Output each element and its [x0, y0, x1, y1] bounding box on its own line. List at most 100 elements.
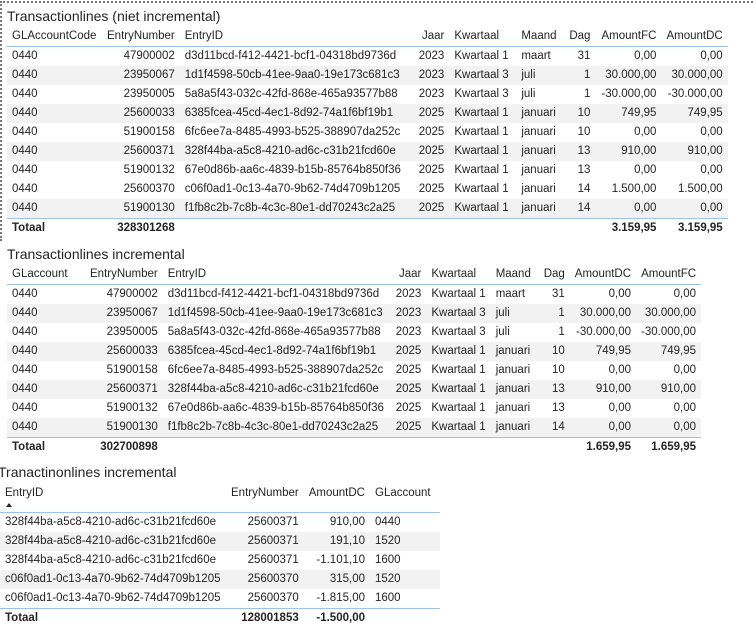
table-cell[interactable]: juli — [521, 88, 536, 100]
table-cell[interactable]: 6385fcea-45cd-4ec1-8d92-74a1f6bf19b1 — [179, 104, 414, 123]
table-cell[interactable]: 5a8a5f43-032c-42fd-868e-465a93577b88 — [167, 326, 381, 338]
table-cell[interactable]: 51900158 — [106, 364, 158, 376]
table-cell[interactable]: 2023 — [395, 288, 422, 300]
table-cell[interactable]: 2025 — [395, 364, 422, 376]
table-cell[interactable]: januari — [495, 402, 531, 414]
table-cell[interactable]: 0,00 — [661, 199, 728, 219]
table-cell[interactable]: 0440 — [7, 342, 85, 361]
table-cell[interactable]: 2023 — [413, 66, 450, 85]
table-cell[interactable]: 51900158 — [123, 126, 175, 138]
table-cell[interactable]: -30.000,00 — [667, 88, 723, 100]
table-cell[interactable]: Kwartaal 1 — [449, 199, 517, 219]
table-cell[interactable]: 1.500,00 — [611, 183, 657, 195]
table-cell[interactable]: 0440 — [12, 364, 38, 376]
table-cell[interactable]: 2023 — [390, 304, 427, 323]
table-cell[interactable]: januari — [521, 126, 556, 138]
table-cell[interactable]: 13 — [577, 164, 591, 176]
table-cell[interactable]: 910,00 — [636, 380, 702, 399]
column-header-kwartaal[interactable]: Kwartaal — [449, 26, 517, 47]
table-cell[interactable]: 1 — [584, 88, 591, 100]
table-cell[interactable]: 1600 — [375, 592, 401, 604]
table-cell[interactable]: Kwartaal 3 — [454, 88, 509, 100]
table-cell[interactable]: januari — [490, 418, 539, 438]
table-cell[interactable]: f1fb8c2b-7c8b-4c3c-80e1-dd70243c2a25 — [162, 418, 391, 438]
table-cell[interactable]: d3d11bcd-f412-4421-bcf1-04318bd9736d — [167, 288, 380, 300]
table-cell[interactable]: c06f0ad1-0c13-4a70-9b62-74d4709b1205 — [5, 592, 221, 604]
table-cell[interactable]: 1600 — [375, 554, 401, 566]
table-cell[interactable]: 315,00 — [303, 570, 370, 589]
table-cell[interactable]: maart — [521, 50, 551, 62]
table-cell[interactable]: 10 — [552, 364, 565, 376]
table-cell[interactable]: 23950067 — [85, 304, 163, 323]
table-cell[interactable]: 25600371 — [247, 516, 299, 528]
table-cell[interactable]: 0440 — [7, 304, 85, 323]
table-cell[interactable]: 1d1f4598-50cb-41ee-9aa0-19e173c681c3 — [179, 66, 414, 85]
table-cell[interactable]: 2023 — [418, 50, 445, 62]
column-header-dag[interactable]: Dag — [538, 264, 570, 285]
table-cell[interactable]: 0440 — [12, 288, 38, 300]
table-cell[interactable]: 10 — [538, 342, 570, 361]
table-cell[interactable]: 749,95 — [636, 342, 702, 361]
table-cell[interactable]: 910,00 — [661, 142, 728, 161]
table-cell[interactable]: 51900132 — [123, 164, 175, 176]
table-cell[interactable]: 328f44ba-a5c8-4210-ad6c-c31b21fcd60e — [0, 532, 226, 551]
table-cell[interactable]: 0,00 — [634, 126, 657, 138]
table-cell[interactable]: 0440 — [7, 104, 102, 123]
table-cell[interactable]: 910,00 — [329, 516, 365, 528]
table-cell[interactable]: 0,00 — [595, 199, 662, 219]
table-cell[interactable]: 0,00 — [634, 164, 657, 176]
table-cell[interactable]: -1.101,10 — [316, 554, 365, 566]
column-header-maand[interactable]: Maand — [490, 264, 539, 285]
table-cell[interactable]: 23950005 — [106, 326, 158, 338]
table-cell[interactable]: 51900130 — [85, 418, 163, 438]
table-cell[interactable]: 0,00 — [673, 288, 697, 300]
table-cell[interactable]: 2025 — [413, 199, 450, 219]
table-cell[interactable]: Kwartaal 1 — [431, 402, 486, 414]
table-cell[interactable]: 328f44ba-a5c8-4210-ad6c-c31b21fcd60e — [162, 380, 391, 399]
table-cell[interactable]: 749,95 — [661, 104, 728, 123]
column-header-glaccountcode[interactable]: GLAccountCode — [7, 26, 102, 47]
table-cell[interactable]: januari — [495, 364, 531, 376]
table-cell[interactable]: 0,00 — [673, 364, 697, 376]
table-cell[interactable]: 0440 — [375, 516, 401, 528]
table-cell[interactable]: 2025 — [418, 183, 445, 195]
table-cell[interactable]: 51900130 — [102, 199, 180, 219]
table-cell[interactable]: Kwartaal 1 — [449, 104, 517, 123]
table-cell[interactable]: 25600370 — [123, 183, 175, 195]
table-cell[interactable]: 1d1f4598-50cb-41ee-9aa0-19e173c681c3 — [162, 304, 391, 323]
column-header-entryid[interactable]: EntryID — [179, 26, 414, 47]
table-cell[interactable]: Kwartaal 1 — [449, 142, 517, 161]
table-cell[interactable]: 0,00 — [608, 364, 632, 376]
table-cell[interactable]: 2025 — [413, 104, 450, 123]
table-cell[interactable]: 0440 — [7, 418, 85, 438]
table-cell[interactable]: juli — [516, 66, 565, 85]
table-cell[interactable]: 0,00 — [569, 418, 637, 438]
table-cell[interactable]: 0440 — [7, 380, 85, 399]
table-cell[interactable]: 2025 — [395, 402, 422, 414]
table-cell[interactable]: 2025 — [390, 418, 427, 438]
table-cell[interactable]: 47900002 — [123, 50, 175, 62]
column-header-dag[interactable]: Dag — [564, 26, 596, 47]
column-header-amountfc[interactable]: AmountFC — [636, 264, 702, 285]
table-cell[interactable]: januari — [490, 342, 539, 361]
table-cell[interactable]: 6fc6ee7a-8485-4993-b525-388907da252c — [167, 364, 384, 376]
table-cell[interactable]: Kwartaal 1 — [431, 364, 486, 376]
column-header-glaccount[interactable]: GLaccount — [370, 483, 440, 513]
table-cell[interactable]: 328f44ba-a5c8-4210-ad6c-c31b21fcd60e — [5, 516, 216, 528]
table-cell[interactable]: c06f0ad1-0c13-4a70-9b62-74d4709b1205 — [184, 183, 401, 195]
table-cell[interactable]: 13 — [538, 380, 570, 399]
table-cell[interactable]: 2023 — [395, 326, 422, 338]
table-cell[interactable]: 910,00 — [569, 380, 637, 399]
table-cell[interactable]: 328f44ba-a5c8-4210-ad6c-c31b21fcd60e — [5, 554, 216, 566]
table-cell[interactable]: 67e0d86b-aa6c-4839-b15b-85764b850f36 — [167, 402, 384, 414]
table-cell[interactable]: 328f44ba-a5c8-4210-ad6c-c31b21fcd60e — [179, 142, 414, 161]
table-cell[interactable]: 0,00 — [673, 402, 697, 414]
table-cell[interactable]: 30.000,00 — [636, 304, 702, 323]
table-cell[interactable]: 25600033 — [85, 342, 163, 361]
table-cell[interactable]: 13 — [564, 142, 596, 161]
table-cell[interactable]: 0440 — [12, 164, 38, 176]
table-cell[interactable]: 0,00 — [608, 402, 632, 414]
table-cell[interactable]: 25600370 — [226, 570, 304, 589]
table-cell[interactable]: -1.815,00 — [316, 592, 365, 604]
table-cell[interactable]: 10 — [577, 126, 591, 138]
